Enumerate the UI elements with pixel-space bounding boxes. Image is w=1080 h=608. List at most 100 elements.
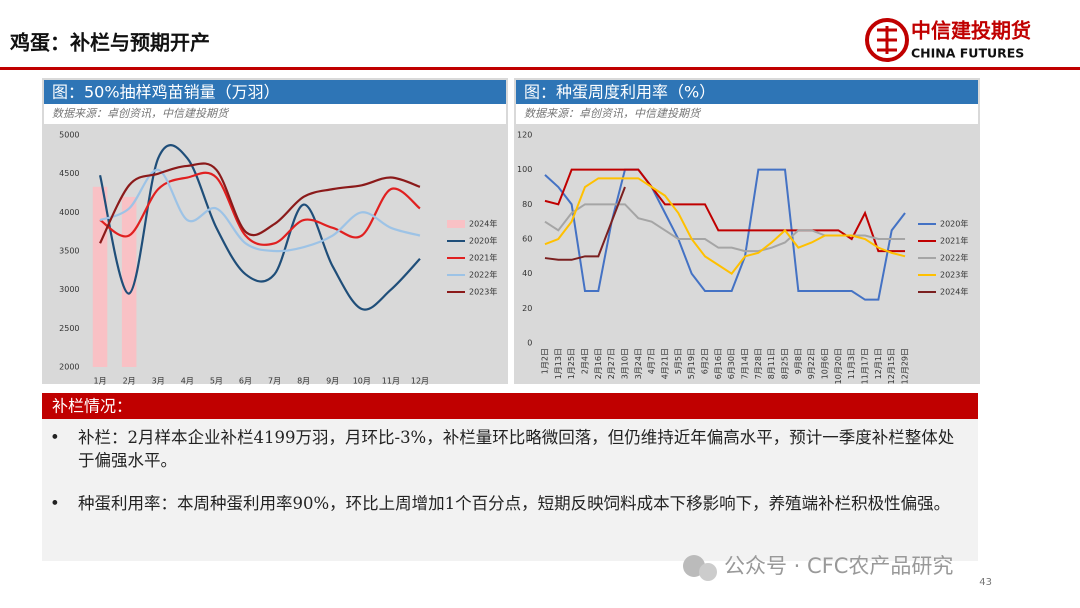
logo-cn: 中信建投期货 xyxy=(911,19,1031,43)
x-tick-label: 3月10日 xyxy=(620,348,629,379)
line xyxy=(99,168,421,253)
legend-swatch xyxy=(447,220,465,228)
x-tick-label: 10月20日 xyxy=(834,348,843,384)
x-tick-label: 5月5日 xyxy=(674,348,683,374)
bullet: • 种蛋利用率：本周种蛋利用率90%，环比上周增加1个百分点，短期反映饲料成本下移… xyxy=(50,494,951,513)
x-tick-label: 12月 xyxy=(411,377,429,386)
legend-label: 2024年 xyxy=(940,287,968,297)
x-tick-label: 1月2日 xyxy=(540,348,549,374)
line xyxy=(98,144,421,311)
bullet-text: 补栏：2月样本企业补栏4199万羽，月环比-3%，补栏量环比略微回落，但仍维持近… xyxy=(78,428,955,470)
x-tick-label: 5月19日 xyxy=(687,348,696,379)
y-tick-label: 3000 xyxy=(59,285,79,294)
x-tick-label: 3月 xyxy=(152,377,165,386)
x-tick-label: 7月14日 xyxy=(741,348,750,379)
legend-label: 2022年 xyxy=(469,270,497,280)
x-tick-label: 7月 xyxy=(268,377,281,386)
x-tick-label: 9月 xyxy=(326,377,339,386)
line xyxy=(99,171,421,246)
x-tick-label: 4月 xyxy=(181,377,194,386)
panel-bg xyxy=(42,78,508,384)
x-tick-label: 6月2日 xyxy=(700,348,709,374)
chart-title: 图：50%抽样鸡苗销量（万羽） xyxy=(52,83,280,102)
logo-icon xyxy=(865,18,909,62)
x-tick-label: 1月13日 xyxy=(554,348,563,379)
x-tick-label: 5月 xyxy=(210,377,223,386)
x-tick-label: 2月16日 xyxy=(594,348,603,379)
x-tick-label: 12月15日 xyxy=(887,348,896,384)
y-tick-label: 80 xyxy=(522,200,532,209)
panel-subtitle-bar xyxy=(516,104,978,124)
y-tick-label: 0 xyxy=(527,339,532,348)
page-number: 43 xyxy=(979,577,992,588)
x-tick-label: 7月28日 xyxy=(754,348,763,379)
chart-subtitle: 数据来源：卓创资讯，中信建投期货 xyxy=(524,107,702,120)
x-tick-label: 2月27日 xyxy=(607,348,616,379)
x-tick-label: 8月 xyxy=(297,377,310,386)
x-tick-label: 9月8日 xyxy=(794,348,803,374)
bar xyxy=(92,186,108,367)
line xyxy=(99,162,421,244)
legend-label: 2020年 xyxy=(469,236,497,246)
legend-label: 2021年 xyxy=(469,253,497,263)
header-rule xyxy=(0,67,1080,70)
panel-subtitle-bar xyxy=(44,104,506,124)
panel-title-bar xyxy=(516,80,978,104)
x-tick-label: 2月 xyxy=(123,377,136,386)
logo-icon xyxy=(877,26,897,54)
y-tick-label: 4500 xyxy=(59,169,79,178)
line xyxy=(544,186,626,261)
y-tick-label: 4000 xyxy=(59,208,79,217)
line xyxy=(544,168,906,301)
y-tick-label: 3500 xyxy=(59,247,79,256)
y-tick-label: 2500 xyxy=(59,324,79,333)
section-title: 补栏情况： xyxy=(52,397,132,416)
chart-title: 图：种蛋周度利用率（%） xyxy=(524,83,715,102)
x-tick-label: 4月7日 xyxy=(647,348,656,374)
slide-title: 鸡蛋：补栏与预期开产 xyxy=(9,31,210,55)
x-tick-label: 4月21日 xyxy=(660,348,669,379)
x-tick-label: 1月 xyxy=(93,377,106,386)
y-tick-label: 100 xyxy=(517,165,532,174)
x-tick-label: 8月11日 xyxy=(767,348,776,379)
x-tick-label: 12月29日 xyxy=(901,348,910,384)
x-tick-label: 6月16日 xyxy=(714,348,723,379)
y-tick-label: 120 xyxy=(517,131,532,140)
bar xyxy=(121,196,137,367)
x-tick-label: 6月30日 xyxy=(727,348,736,379)
bullet-text: 种蛋利用率：本周种蛋利用率90%，环比上周增加1个百分点，短期反映饲料成本下移影… xyxy=(78,494,951,513)
x-tick-label: 12月1日 xyxy=(874,348,883,379)
panel-title-bar xyxy=(44,80,506,104)
line xyxy=(544,177,906,276)
y-tick-label: 5000 xyxy=(59,131,79,140)
x-tick-label: 10月 xyxy=(353,377,371,386)
x-tick-label: 11月3日 xyxy=(847,348,856,379)
x-tick-label: 11月 xyxy=(382,377,400,386)
x-tick-label: 8月25日 xyxy=(781,348,790,379)
legend-label: 2021年 xyxy=(940,236,968,246)
x-tick-label: 2月4日 xyxy=(580,348,589,374)
legend-label: 2023年 xyxy=(469,287,497,297)
y-tick-label: 2000 xyxy=(59,363,79,372)
wechat-icon xyxy=(699,563,717,581)
watermark: 公众号 · CFC农产品研究 xyxy=(724,554,953,578)
x-tick-label: 1月25日 xyxy=(567,348,576,379)
legend-label: 2023年 xyxy=(940,270,968,280)
x-tick-label: 10月6日 xyxy=(821,348,830,379)
y-tick-label: 20 xyxy=(522,304,532,313)
bullet: • 补栏：2月样本企业补栏4199万羽，月环比-3%，补栏量环比略微回落，但仍维持… xyxy=(50,426,962,472)
section-bar xyxy=(42,393,978,419)
x-tick-label: 9月22日 xyxy=(807,348,816,379)
x-tick-label: 3月24日 xyxy=(634,348,643,379)
y-tick-label: 40 xyxy=(522,269,532,278)
chart-subtitle: 数据来源：卓创资讯，中信建投期货 xyxy=(52,107,230,120)
legend-label: 2020年 xyxy=(940,219,968,229)
section-bg xyxy=(42,419,978,561)
x-tick-label: 11月17日 xyxy=(861,348,870,384)
y-tick-label: 60 xyxy=(522,235,532,244)
legend-label: 2024年 xyxy=(469,219,497,229)
x-tick-label: 6月 xyxy=(239,377,252,386)
logo-en: CHINA FUTURES xyxy=(911,46,1024,61)
